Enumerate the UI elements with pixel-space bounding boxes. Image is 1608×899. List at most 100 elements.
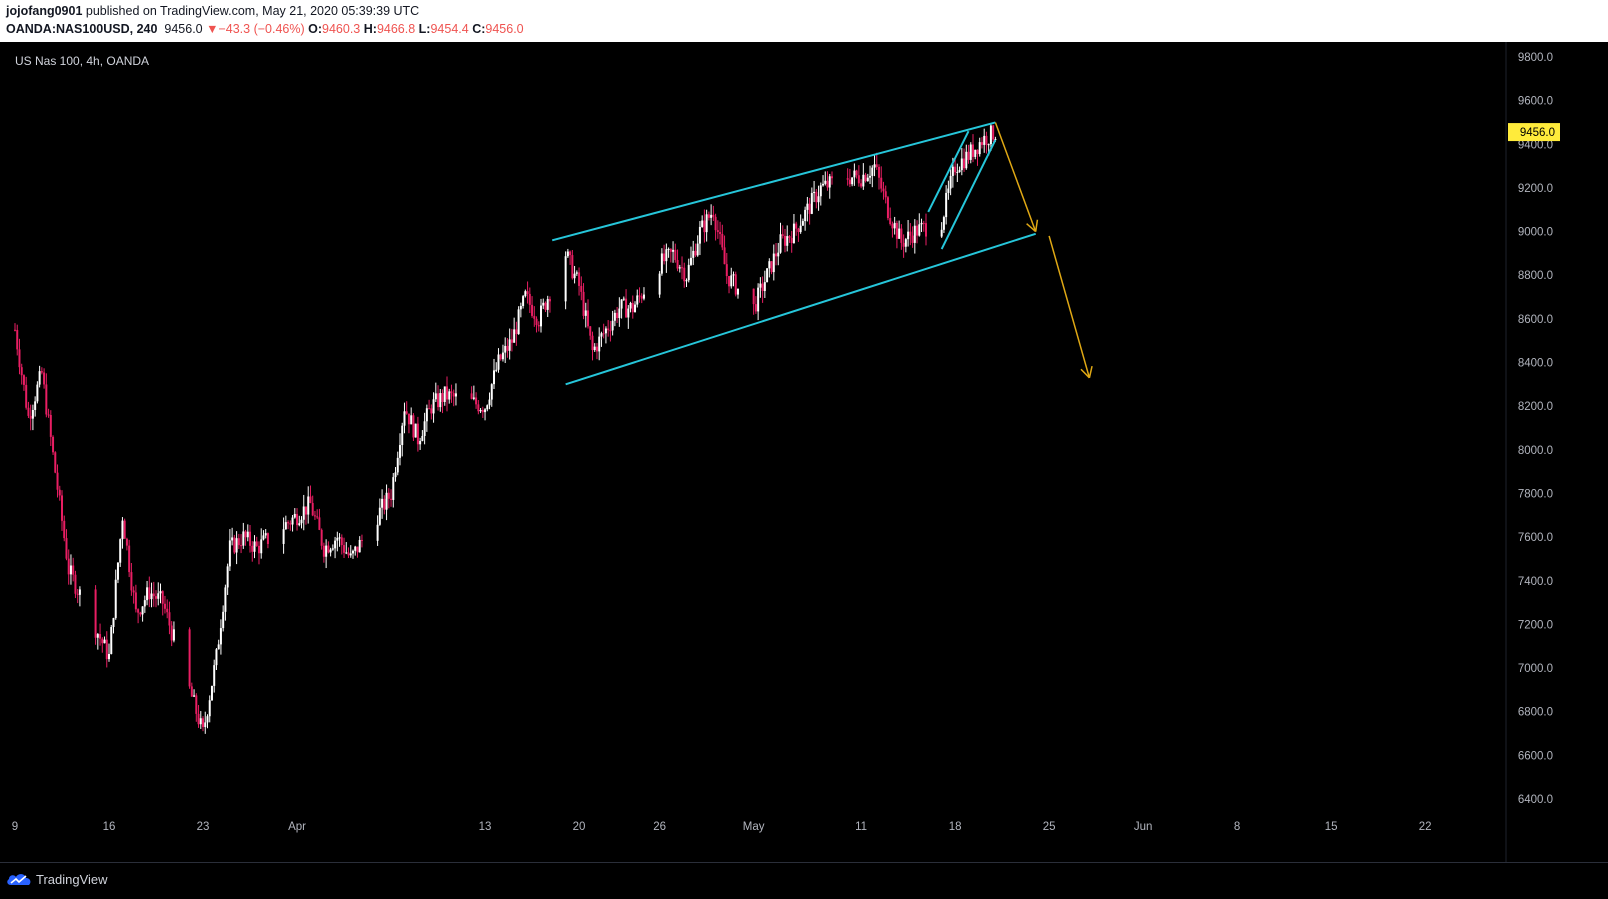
candle-body — [128, 545, 131, 573]
candle-body — [528, 293, 531, 305]
candle-body — [526, 291, 529, 294]
candle-body — [580, 285, 583, 292]
y-tick-label: 6600.0 — [1518, 750, 1553, 762]
candle-body — [546, 299, 549, 310]
candle-body — [249, 531, 252, 546]
candle-body — [166, 608, 169, 613]
candle-body — [810, 193, 813, 214]
candle-body — [730, 275, 733, 287]
candle-body — [78, 589, 81, 595]
candle-body — [65, 538, 68, 559]
candle-body — [761, 283, 764, 292]
candle-body — [358, 539, 361, 553]
y-tick-label: 8600.0 — [1518, 314, 1553, 326]
candle-body — [714, 216, 717, 231]
candle-body — [351, 550, 354, 554]
candle-body — [134, 592, 137, 610]
candle-body — [573, 273, 576, 279]
x-tick-label: Apr — [288, 821, 306, 833]
candle-body — [240, 545, 243, 547]
candle-body — [130, 572, 133, 591]
candle-body — [204, 722, 207, 728]
candle-body — [437, 393, 440, 408]
candle-body — [202, 718, 205, 728]
candle-body — [571, 255, 574, 279]
open-value: 9460.3 — [322, 22, 361, 36]
candle-body — [600, 333, 603, 337]
candle-body — [634, 304, 637, 313]
candle-body — [732, 274, 735, 276]
candle-body — [311, 503, 314, 516]
candle-body — [790, 237, 793, 244]
candle-body — [235, 538, 238, 553]
wedge-upper-line — [927, 130, 970, 213]
candle-body — [795, 223, 798, 229]
candle-body — [419, 440, 422, 445]
candle-body — [768, 261, 771, 269]
candle-body — [956, 171, 959, 173]
candle-body — [569, 251, 572, 256]
candle-body — [533, 315, 536, 319]
candle-body — [920, 222, 923, 225]
candle-body — [813, 191, 816, 194]
candle-body — [542, 302, 545, 306]
x-tick-label: 11 — [855, 821, 867, 833]
candle-body — [587, 310, 590, 327]
candle-body — [960, 158, 963, 171]
candle-body — [824, 180, 827, 184]
candle-body — [157, 593, 160, 599]
publish-line: jojofang0901 published on TradingView.co… — [6, 4, 419, 18]
candle-body — [707, 214, 710, 218]
candle-body — [593, 346, 596, 351]
y-tick-label: 8000.0 — [1518, 445, 1553, 457]
close-value: 9456.0 — [485, 22, 524, 36]
candle-body — [454, 393, 457, 397]
candle-body — [880, 177, 883, 189]
publisher-name[interactable]: jojofang0901 — [6, 4, 83, 18]
candle-body — [108, 653, 111, 660]
cloud-logo-icon — [7, 874, 31, 885]
price-chart[interactable]: 9800.0 9600.0 9400.0 9200.0 9000.0 8800.0 8600… — [0, 42, 1608, 862]
y-tick-label: 9200.0 — [1518, 183, 1553, 195]
candle-body — [537, 325, 540, 327]
candle-body — [76, 593, 79, 595]
candle-body — [394, 472, 397, 478]
chart-area[interactable]: 9800.0 9600.0 9400.0 9200.0 9000.0 8800.0 8600… — [0, 42, 1608, 862]
candle-body — [396, 457, 399, 473]
candle-body — [155, 596, 158, 599]
candle-body — [846, 178, 849, 180]
candle-body — [481, 410, 484, 413]
candle-body — [354, 546, 357, 551]
candle-body — [698, 226, 701, 244]
candle-body — [972, 144, 975, 157]
candle-body — [159, 591, 162, 594]
candle-body — [983, 135, 986, 145]
x-tick-label: 20 — [573, 821, 586, 833]
candle-body — [728, 276, 731, 287]
candle-body — [660, 253, 663, 274]
y-tick-label: 8400.0 — [1518, 358, 1553, 370]
candle-body — [425, 408, 428, 422]
candle-body — [640, 296, 643, 299]
candle-body — [531, 304, 534, 316]
candle-body — [851, 177, 854, 185]
candle-body — [721, 233, 724, 248]
candle-body — [788, 236, 791, 238]
candle-body — [864, 174, 867, 182]
x-tick-label: 23 — [197, 821, 210, 833]
y-tick-label: 9000.0 — [1518, 227, 1553, 239]
candle-body — [591, 335, 594, 351]
candle-body — [683, 267, 686, 282]
candle-body — [403, 411, 406, 426]
tradingview-logo[interactable]: TradingView — [6, 871, 108, 887]
candle-body — [141, 606, 144, 615]
y-tick-label: 6800.0 — [1518, 707, 1553, 719]
candle-body — [439, 393, 442, 408]
published-text: published on TradingView.com, May 21, 20… — [82, 4, 420, 18]
candle-body — [801, 221, 804, 226]
y-tick-label: 6400.0 — [1518, 794, 1553, 806]
candle-body — [152, 593, 155, 597]
y-tick-label: 7200.0 — [1518, 619, 1553, 631]
candle-body — [199, 718, 202, 725]
candle-body — [219, 628, 222, 645]
